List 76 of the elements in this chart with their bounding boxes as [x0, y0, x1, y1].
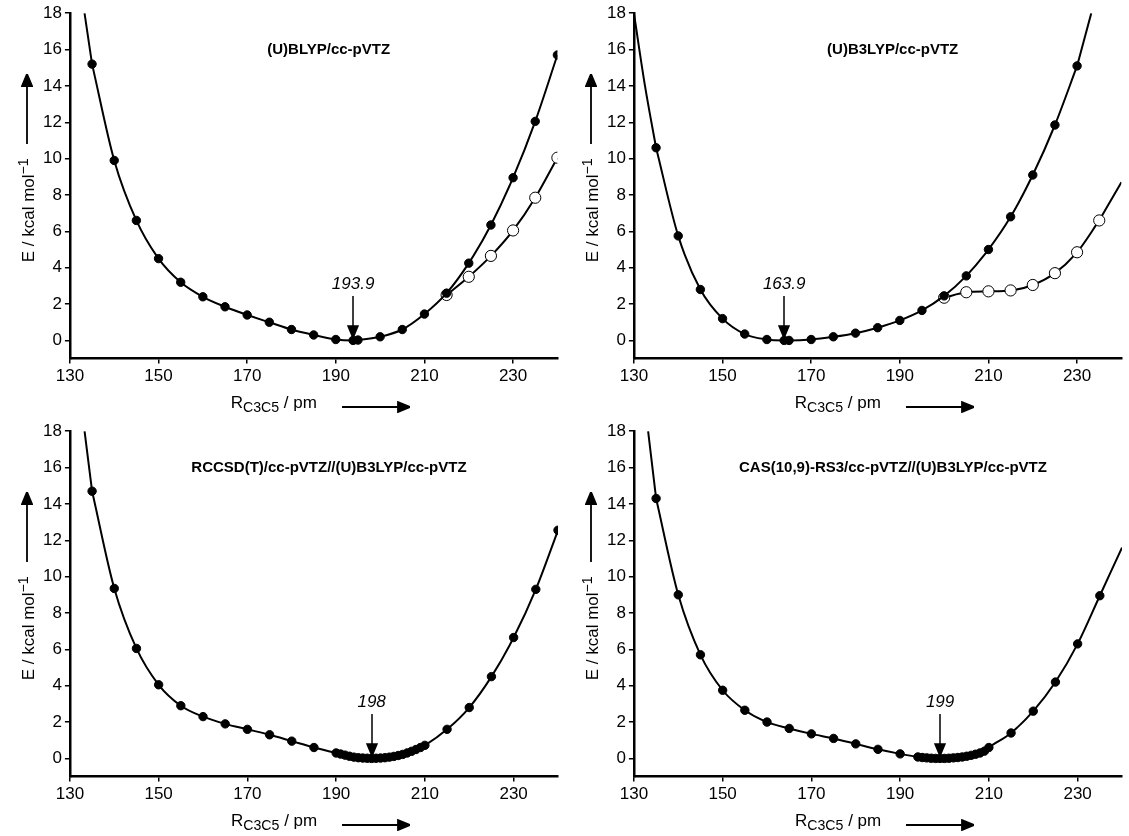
y-tick-label: 14	[42, 75, 62, 95]
y-tick-label: 14	[42, 493, 62, 513]
x-tick-label: 130	[55, 784, 85, 804]
x-tick-label: 190	[885, 784, 915, 804]
x-tick-label: 130	[619, 366, 649, 386]
x-tick-label: 150	[708, 366, 737, 386]
y-tick-label: 10	[606, 566, 626, 586]
y-tick-label: 0	[616, 330, 626, 350]
y-tick-label: 2	[52, 293, 62, 313]
y-tick-label: 10	[42, 148, 62, 168]
y-tick-label: 16	[42, 457, 62, 477]
annotation: 163.9	[762, 273, 806, 293]
x-tick-label: 130	[619, 784, 649, 804]
y-tick-label: 0	[52, 748, 62, 768]
y-tick-label: 4	[52, 257, 62, 277]
y-tick-label: 8	[616, 184, 626, 204]
y-tick-label: 12	[42, 111, 62, 131]
y-tick-label: 18	[606, 2, 626, 22]
x-tick-label: 130	[55, 366, 85, 386]
text: (U)B3LYP/cc-pVTZ	[827, 39, 959, 57]
x-tick-label: 170	[796, 366, 826, 386]
y-tick-label: 18	[606, 420, 626, 440]
y-tick-label: 0	[616, 748, 626, 768]
y-tick-label: 10	[606, 148, 626, 168]
x-tick-label: 190	[885, 366, 914, 386]
x-tick-label: 230	[1062, 366, 1092, 386]
y-tick-label: 4	[616, 257, 626, 277]
annotation: 199	[925, 691, 955, 711]
y-tick-label: 18	[42, 420, 62, 440]
y-tick-label: 16	[42, 39, 62, 59]
y-tick-label: 2	[616, 711, 626, 731]
x-tick-label: 230	[1063, 784, 1092, 804]
x-tick-label: 170	[233, 784, 262, 804]
y-tick-label: 8	[52, 602, 62, 622]
x-tick-label: 190	[321, 784, 351, 804]
y-tick-label: 6	[616, 221, 626, 241]
text: RCCSD(T)/cc-pVTZ//(U)B3LYP/cc-pVTZ	[191, 457, 467, 475]
y-tick-label: 16	[606, 39, 626, 59]
x-tick-label: 210	[410, 366, 439, 386]
x-tick-label: 230	[498, 366, 528, 386]
x-tick-label: 150	[144, 784, 173, 804]
y-tick-label: 8	[616, 602, 626, 622]
x-tick-label: 170	[232, 366, 262, 386]
y-tick-label: 2	[616, 293, 626, 313]
x-axis-title: R$_{C3C5}$ / pm	[230, 810, 318, 833]
y-tick-label: 2	[52, 711, 62, 731]
x-tick-label: 210	[410, 784, 440, 804]
x-axis-title: R$_{C3C5}$ / pm	[794, 810, 882, 833]
x-axis-title: R$_{C3C5}$ / pm	[794, 392, 881, 415]
annotation: 198	[357, 691, 387, 711]
y-tick-label: 6	[616, 639, 626, 659]
annotation: 193.9	[331, 273, 375, 293]
x-tick-label: 150	[708, 784, 737, 804]
y-tick-label: 4	[616, 675, 626, 695]
y-tick-label: 12	[606, 111, 626, 131]
x-axis-title: R$_{C3C5}$ / pm	[230, 392, 317, 415]
x-tick-label: 170	[797, 784, 826, 804]
y-tick-label: 4	[52, 675, 62, 695]
y-tick-label: 8	[52, 184, 62, 204]
text: (U)BLYP/cc-pVTZ	[267, 39, 391, 57]
x-tick-label: 230	[499, 784, 528, 804]
y-tick-label: 10	[42, 566, 62, 586]
y-tick-label: 12	[42, 529, 62, 549]
text: CAS(10,9)-RS3/cc-pVTZ//(U)B3LYP/cc-pVTZ	[739, 457, 1047, 475]
x-tick-label: 150	[144, 366, 173, 386]
y-tick-label: 14	[606, 493, 626, 513]
y-tick-label: 12	[606, 529, 626, 549]
y-tick-label: 16	[606, 457, 626, 477]
y-tick-label: 6	[52, 221, 62, 241]
x-tick-label: 210	[974, 366, 1003, 386]
y-tick-label: 6	[52, 639, 62, 659]
y-tick-label: 0	[52, 330, 62, 350]
y-tick-label: 18	[42, 2, 62, 22]
x-tick-label: 210	[974, 784, 1004, 804]
y-tick-label: 14	[606, 75, 626, 95]
x-tick-label: 190	[321, 366, 350, 386]
